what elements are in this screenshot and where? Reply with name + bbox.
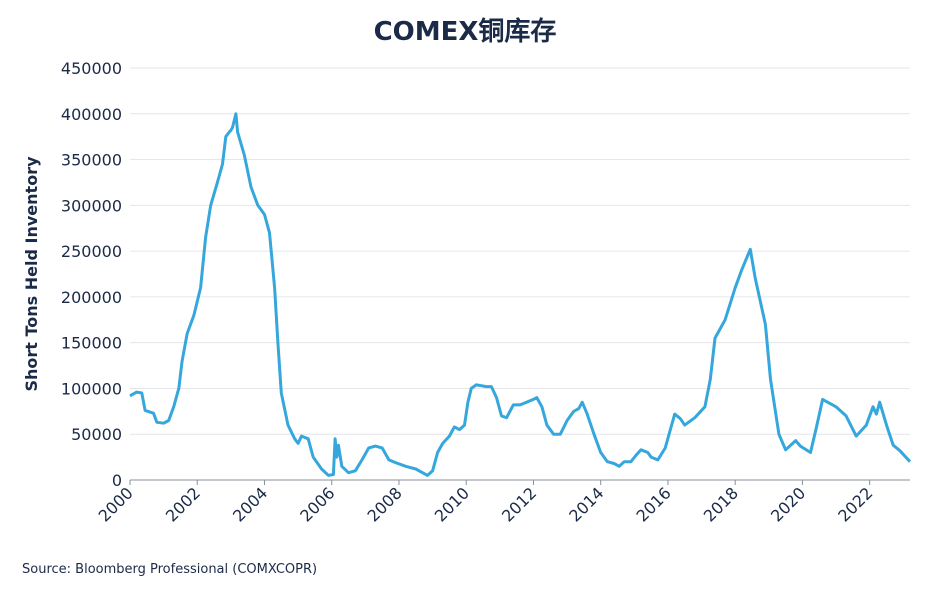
y-tick-label: 450000 <box>61 59 122 78</box>
y-tick-label: 50000 <box>71 425 122 444</box>
x-tick-label: 2008 <box>364 483 406 525</box>
x-tick-label: 2020 <box>767 483 809 525</box>
y-tick-label: 0 <box>112 471 122 490</box>
y-tick-label: 200000 <box>61 288 122 307</box>
x-tick-label: 2006 <box>296 483 338 525</box>
data-line <box>129 112 912 477</box>
y-tick-label: 300000 <box>61 196 122 215</box>
x-tick-label: 2004 <box>229 483 271 525</box>
chart-title: COMEX铜库存 <box>374 17 557 47</box>
x-tick-label: 2012 <box>498 483 540 525</box>
x-tick-label: 2002 <box>162 483 204 525</box>
x-tick-label: 2022 <box>834 483 876 525</box>
source-note: Source: Bloomberg Professional (COMXCOPR… <box>22 562 317 577</box>
y-tick-label: 250000 <box>61 242 122 261</box>
y-tick-label: 100000 <box>61 379 122 398</box>
x-tick-label: 2016 <box>633 483 675 525</box>
x-tick-label: 2014 <box>565 483 607 525</box>
y-axis-label: Short Tons Held Inventory <box>22 156 41 392</box>
y-tick-label: 400000 <box>61 105 122 124</box>
x-tick-label: 2010 <box>431 483 473 525</box>
x-tick-label: 2018 <box>700 483 742 525</box>
y-tick-label: 350000 <box>61 151 122 170</box>
y-tick-label: 150000 <box>61 334 122 353</box>
x-tick-label: 2000 <box>95 483 137 525</box>
